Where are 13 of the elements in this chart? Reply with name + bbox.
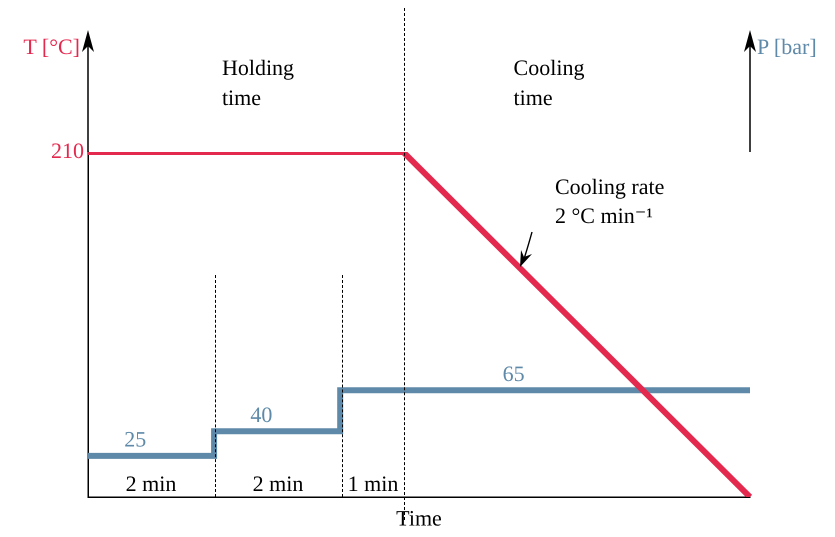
data-label: 210 <box>51 138 84 163</box>
annotation: 1 min <box>348 470 398 496</box>
annotation: 2 min <box>252 470 304 496</box>
annotation: 2 min <box>126 470 176 496</box>
text: P [bar] <box>757 34 817 59</box>
text: T [°C] <box>23 34 80 59</box>
data-label: 25 <box>124 426 146 452</box>
data-label: 40 <box>250 402 272 428</box>
text: Cooling time <box>514 54 584 110</box>
data-label: 65 <box>502 360 525 386</box>
x-axis-title: Time <box>396 506 442 531</box>
annotation: Cooling rate 2 °C min⁻¹ <box>555 174 664 228</box>
text: Holding time <box>222 54 294 110</box>
